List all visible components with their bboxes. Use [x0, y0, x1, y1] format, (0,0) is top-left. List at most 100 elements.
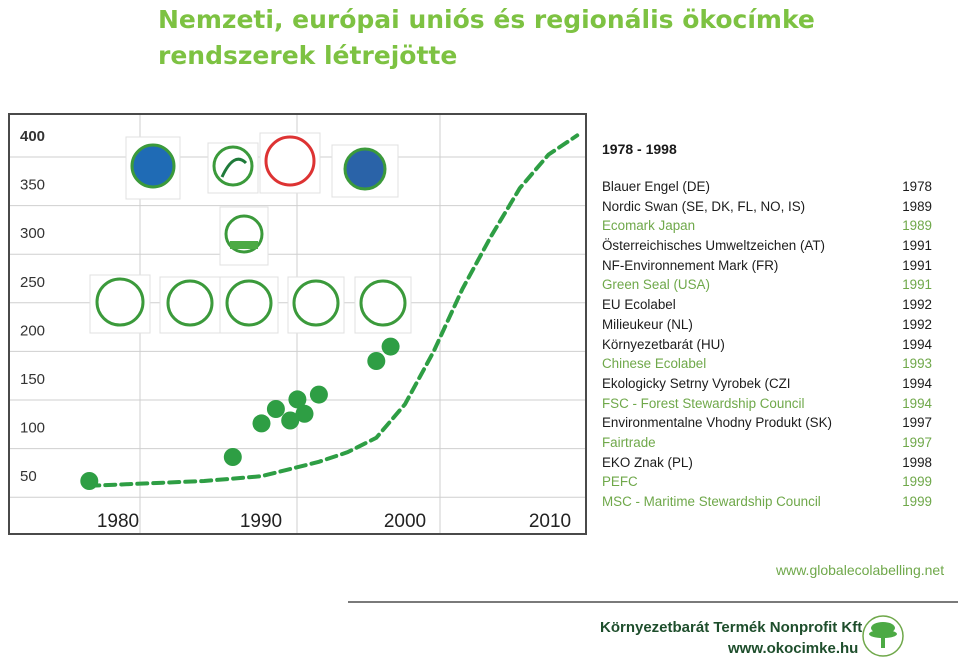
list-item-year: 1998 — [902, 454, 932, 470]
list-item: Environmentalne Vhodny Produkt (SK) 1997 — [602, 413, 932, 433]
y-tick-label: 200 — [20, 322, 45, 339]
x-tick-label: 2010 — [529, 511, 571, 532]
list-item: Chinese Ecolabel 1993 — [602, 354, 932, 374]
nordic-swan-logo — [207, 142, 259, 194]
list-item: Ekologicky Setrny Vyrobek (CZI 1994 — [602, 374, 932, 394]
logo-emblem — [343, 147, 387, 191]
list-item-year: 1999 — [902, 494, 932, 509]
list-item: EU Ecolabel 1992 — [602, 295, 932, 315]
list-item-name: MSC - Maritime Stewardship Council — [602, 494, 821, 509]
list-item-name: Környezetbarát (HU) — [602, 336, 725, 352]
list-item-name: Ecomark Japan — [602, 218, 696, 234]
list-item-name: Milieukeur (NL) — [602, 316, 693, 332]
ecomark-japan-logo — [259, 132, 321, 194]
list-item-name: Chinese Ecolabel — [602, 356, 707, 372]
list-item-name: Nordic Swan (SE, DK, FL, NO, IS) — [602, 198, 806, 214]
y-tick-label: 300 — [20, 225, 45, 242]
data-point — [223, 448, 242, 466]
list-item: Milieukeur (NL) 1992 — [602, 315, 932, 335]
logo-emblem — [292, 279, 340, 327]
logo-emblem — [95, 277, 145, 327]
list-item: Ecomark Japan 1989 — [602, 216, 932, 236]
logo-emblem — [225, 279, 273, 327]
y-tick-label: 250 — [20, 274, 45, 291]
y-tick-label: 350 — [20, 177, 45, 194]
list-item-year: 1992 — [902, 316, 932, 332]
y-tick-label: 50 — [20, 468, 37, 485]
list-item-year: 1992 — [902, 297, 932, 313]
chart-frame: 400 350 300 250 200 150 100 50 1980 1990 2000 2010 — [8, 113, 587, 535]
footer-url[interactable]: www.globalecolabelling.net — [776, 562, 945, 578]
nf-environnement-logo — [331, 144, 399, 198]
data-point — [295, 404, 314, 423]
list-item: MSC - Maritime Stewardship Council 1999 — [602, 492, 932, 512]
list-item: Blauer Engel (DE) 1978 — [602, 177, 932, 197]
data-point — [367, 352, 386, 370]
list-item-name: EKO Znak (PL) — [602, 454, 693, 470]
list-item-name: Ekologicky Setrny Vyrobek (CZI — [602, 375, 791, 391]
list-item-year: 1991 — [902, 277, 932, 293]
list-item-year: 1993 — [902, 356, 932, 372]
logo-emblem — [166, 279, 214, 327]
data-point — [381, 337, 400, 356]
list-item-name: Fairtrade — [602, 434, 656, 450]
list-item: Fairtrade 1997 — [602, 433, 932, 453]
list-item: Környezetbarát (HU) 1994 — [602, 335, 932, 355]
y-tick-label: 100 — [20, 420, 45, 437]
data-point — [252, 414, 271, 433]
x-tick-label: 1980 — [97, 511, 139, 532]
list-item: Österreichisches Umweltzeichen (AT) 1991 — [602, 236, 932, 256]
list-item: EKO Znak (PL) 1998 — [602, 453, 932, 473]
x-tick-label: 1990 — [240, 511, 282, 532]
list-item: PEFC 1999 — [602, 472, 932, 492]
list-item: Green Seal (USA) 1991 — [602, 275, 932, 295]
swan-icon — [220, 157, 248, 178]
list-item-name: EU Ecolabel — [602, 297, 676, 313]
list-item-year: 1994 — [902, 336, 932, 352]
ecolabel-list-panel: 1978 - 1998 Blauer Engel (DE) 1978 Nordic … — [590, 136, 960, 528]
list-item-year: 1978 — [902, 179, 932, 194]
data-point — [266, 400, 285, 418]
list-item: FSC - Forest Stewardship Council 1994 — [602, 394, 932, 414]
logo-emblem — [264, 135, 316, 187]
company-site[interactable]: www.okocimke.hu — [728, 640, 859, 657]
data-point — [309, 385, 328, 404]
y-tick-label: 150 — [20, 371, 45, 388]
logo-emblem — [212, 145, 254, 187]
list-item-year: 1989 — [902, 218, 932, 234]
list-item-year: 1999 — [902, 474, 932, 490]
list-item-name: Blauer Engel (DE) — [602, 179, 710, 194]
list-item-name: PEFC — [602, 474, 638, 490]
x-tick-label: 2000 — [384, 511, 426, 532]
list-item-year: 1991 — [902, 257, 932, 273]
eu-ecolabel-logo — [219, 206, 269, 266]
series-line — [87, 133, 580, 488]
list-item-name: Österreichisches Umweltzeichen (AT) — [602, 238, 825, 254]
list-item-name: FSC - Forest Stewardship Council — [602, 395, 805, 411]
flower-icon — [230, 241, 258, 249]
logo-emblem — [130, 143, 176, 189]
list-item-name: Green Seal (USA) — [602, 277, 710, 293]
footer-divider — [348, 601, 958, 603]
kornyezetbarat-termek-logo — [159, 276, 221, 334]
list-item-year: 1994 — [902, 395, 932, 411]
list-item: Nordic Swan (SE, DK, FL, NO, IS) 1989 — [602, 197, 932, 217]
list-item-year: 1994 — [902, 375, 932, 391]
blauer-engel-logo — [125, 136, 181, 200]
list-item-year: 1991 — [902, 238, 932, 254]
page-title: Nemzeti, európai uniós és regionális öko… — [158, 5, 815, 70]
list-item-year: 1997 — [902, 434, 932, 450]
ecolabel-list: Blauer Engel (DE) 1978 Nordic Swan (SE, DK… — [602, 177, 932, 512]
list-item-name: NF-Environnement Mark (FR) — [602, 257, 779, 273]
ekologicky-setrny-logo — [219, 276, 279, 334]
y-tick-label: 400 — [20, 128, 45, 145]
growth-chart: 400 350 300 250 200 150 100 50 1980 1990 2000 2010 — [10, 115, 585, 533]
list-item-year: 1997 — [902, 415, 932, 431]
list-header: 1978 - 1998 — [602, 141, 677, 157]
kornyezetbarat-termek-icon — [862, 615, 904, 657]
list-item-year: 1989 — [902, 198, 932, 214]
list-item-name: Environmentalne Vhodny Produkt (SK) — [602, 415, 832, 431]
data-point — [288, 390, 307, 409]
logo-emblem — [359, 279, 407, 327]
eko-znak-logo — [354, 276, 412, 334]
